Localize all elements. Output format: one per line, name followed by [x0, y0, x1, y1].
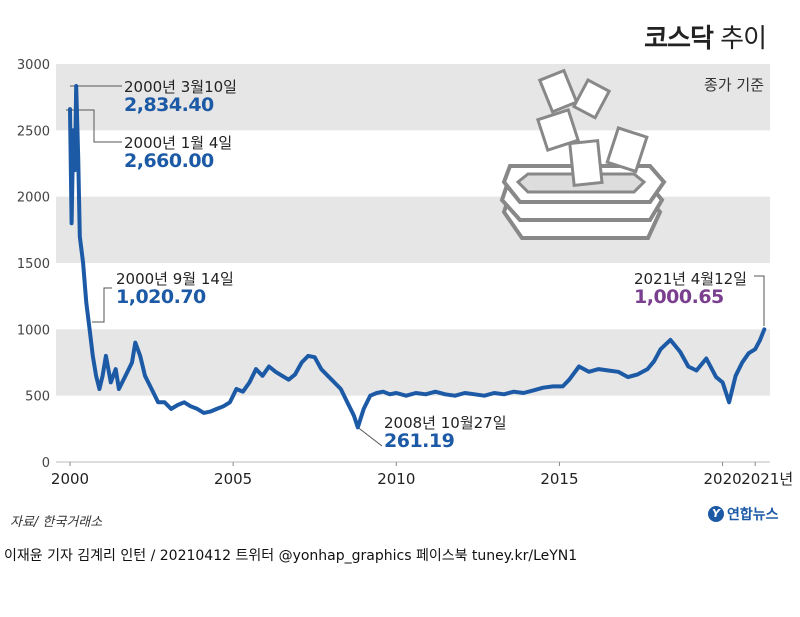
leader-line-2021-04 [754, 275, 765, 326]
grid-band [56, 196, 770, 263]
chart-panel: 0 500 1000 1500 2000 2500 3000 2000 2005 2010 201… [10, 18, 794, 530]
chart-title-light: 추이 [720, 24, 767, 54]
yonhap-logo: Y 연합뉴스 [708, 504, 779, 524]
leader-line-2000-09 [92, 287, 112, 323]
annotation-date-2021-04: 2021년 4월12일 [634, 270, 747, 288]
yonhap-logo-icon: Y [708, 506, 724, 522]
yonhap-logo-text: 연합뉴스 [727, 507, 779, 523]
annotation-value-2000-01: 2,660.00 [124, 150, 214, 172]
y-tick-label: 3000 [17, 58, 50, 73]
grid-band [56, 64, 770, 131]
kosdaq-line-chart: 0 500 1000 1500 2000 2500 3000 2000 2005 2010 201… [17, 58, 793, 488]
x-tick-label: 2020 [703, 470, 741, 488]
x-tick-label: 2000 [51, 470, 89, 488]
annotation-value-2000-03: 2,834.40 [124, 94, 214, 116]
annotation-value-2008-10: 261.19 [384, 430, 455, 452]
chart-title-bold: 코스닥 [644, 24, 714, 54]
chart-subtitle: 종가 기준 [704, 76, 764, 94]
annotation-date-2000-01: 2000년 1월 4일 [124, 134, 233, 152]
y-tick-label: 0 [42, 456, 50, 471]
x-tick-label: 2015 [540, 470, 578, 488]
annotation-value-2000-09: 1,020.70 [116, 286, 206, 308]
credit-line: 이재윤 기자 김계리 인턴 / 20210412 트위터 @yonhap_gra… [4, 548, 578, 564]
ballot-box-with-papers-icon [499, 68, 667, 240]
grid-band [56, 329, 770, 396]
y-tick-label: 2500 [17, 124, 50, 139]
annotation-value-2021-04: 1,000.65 [634, 286, 724, 308]
y-tick-label: 2000 [17, 191, 50, 206]
x-tick-label: 2005 [214, 470, 252, 488]
y-tick-label: 500 [25, 390, 50, 405]
annotation-date-2008-10: 2008년 10월27일 [384, 414, 507, 432]
x-tick-label: 2021년 [741, 470, 793, 488]
chart-title: 코스닥 추이 [644, 18, 767, 55]
y-tick-label: 1000 [17, 323, 50, 338]
leader-line-2008-10 [355, 425, 383, 447]
annotation-date-2000-09: 2000년 9월 14일 [116, 270, 234, 288]
x-tick-label: 2010 [377, 470, 415, 488]
source-note: 자료/ 한국거래소 [10, 515, 103, 530]
y-tick-label: 1500 [17, 257, 50, 272]
annotation-date-2000-03: 2000년 3월10일 [124, 78, 237, 96]
leader-line-2000-01 [66, 109, 122, 143]
kosdaq-series-line [68, 84, 767, 430]
